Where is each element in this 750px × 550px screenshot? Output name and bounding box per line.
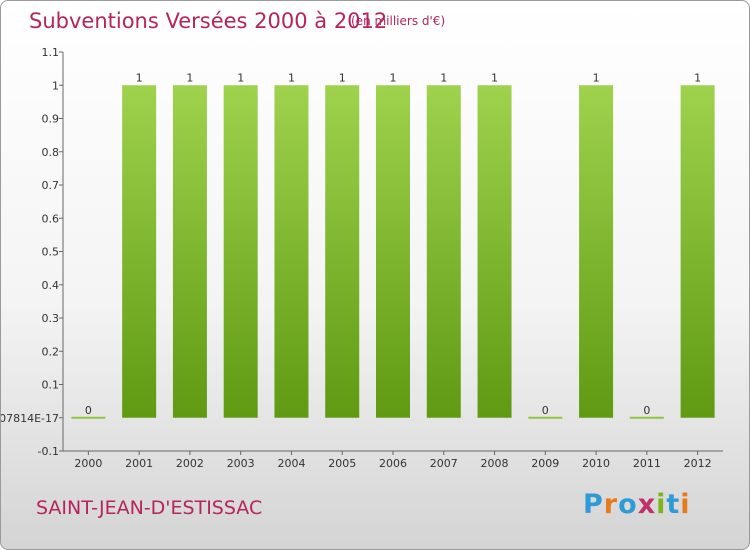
bar-value-label: 1: [136, 71, 143, 84]
bar: [274, 85, 309, 418]
bar: [122, 85, 157, 418]
bar: [680, 85, 715, 418]
logo-letter: t: [666, 489, 681, 520]
x-tick-label: 2001: [125, 457, 153, 470]
bar-value-label: 1: [390, 71, 397, 84]
x-tick-label: 2008: [481, 457, 509, 470]
y-tick-label: 0.2: [42, 345, 60, 358]
bar-value-label: 1: [288, 71, 295, 84]
bar-value-label: 0: [643, 404, 650, 417]
bar-value-label: 1: [491, 71, 498, 84]
bar: [477, 85, 512, 418]
y-tick-label: 0.9: [42, 113, 60, 126]
x-tick-label: 2011: [633, 457, 661, 470]
y-tick-label: 1.1: [42, 46, 60, 59]
bar-value-label: 1: [694, 71, 701, 84]
bar: [579, 85, 614, 418]
y-tick-label: -0.1: [38, 445, 59, 458]
bar: [223, 85, 258, 418]
bar: [172, 85, 207, 418]
chart-unit: (en milliers d'€): [351, 14, 446, 28]
x-tick-label: 2002: [176, 457, 204, 470]
logo-letter: i: [656, 489, 667, 520]
y-tick-label: 0.6: [42, 212, 60, 225]
y-tick-label: 0.3: [42, 312, 60, 325]
x-tick-label: 2007: [430, 457, 458, 470]
logo-letter: P: [583, 489, 604, 520]
y-tick-label: 1.3877787807814E-17: [1, 412, 59, 425]
y-tick-label: 0.7: [42, 179, 60, 192]
bar-value-label: 0: [542, 404, 549, 417]
x-tick-label: 2004: [277, 457, 305, 470]
y-tick-label: 1: [52, 79, 59, 92]
chart-title: Subventions Versées 2000 à 2012: [29, 9, 388, 33]
x-tick-label: 2009: [531, 457, 559, 470]
proxiti-logo: Proxiti: [583, 489, 691, 520]
x-tick-label: 2003: [227, 457, 255, 470]
bar-value-label: 1: [593, 71, 600, 84]
y-tick-label: 0.8: [42, 146, 60, 159]
y-tick-label: 0.5: [42, 246, 60, 259]
y-tick-label: 0.4: [42, 279, 60, 292]
x-tick-label: 2010: [582, 457, 610, 470]
bar-value-label: 1: [440, 71, 447, 84]
bar: [325, 85, 360, 418]
logo-letter: i: [680, 489, 691, 520]
x-tick-label: 2000: [74, 457, 102, 470]
logo-letter: o: [618, 489, 638, 520]
bar-value-label: 1: [339, 71, 346, 84]
commune-name: SAINT-JEAN-D'ESTISSAC: [36, 497, 263, 519]
bar: [376, 85, 410, 418]
y-tick-label: 0.1: [42, 379, 60, 392]
x-tick-label: 2005: [328, 457, 356, 470]
bar: [426, 85, 461, 418]
logo-letter: x: [637, 489, 657, 520]
logo-letter: r: [603, 489, 619, 520]
x-tick-label: 2012: [684, 457, 712, 470]
x-tick-label: 2006: [379, 457, 407, 470]
bar-value-label: 1: [186, 71, 193, 84]
bar-value-label: 0: [85, 404, 92, 417]
bar-value-label: 1: [237, 71, 244, 84]
